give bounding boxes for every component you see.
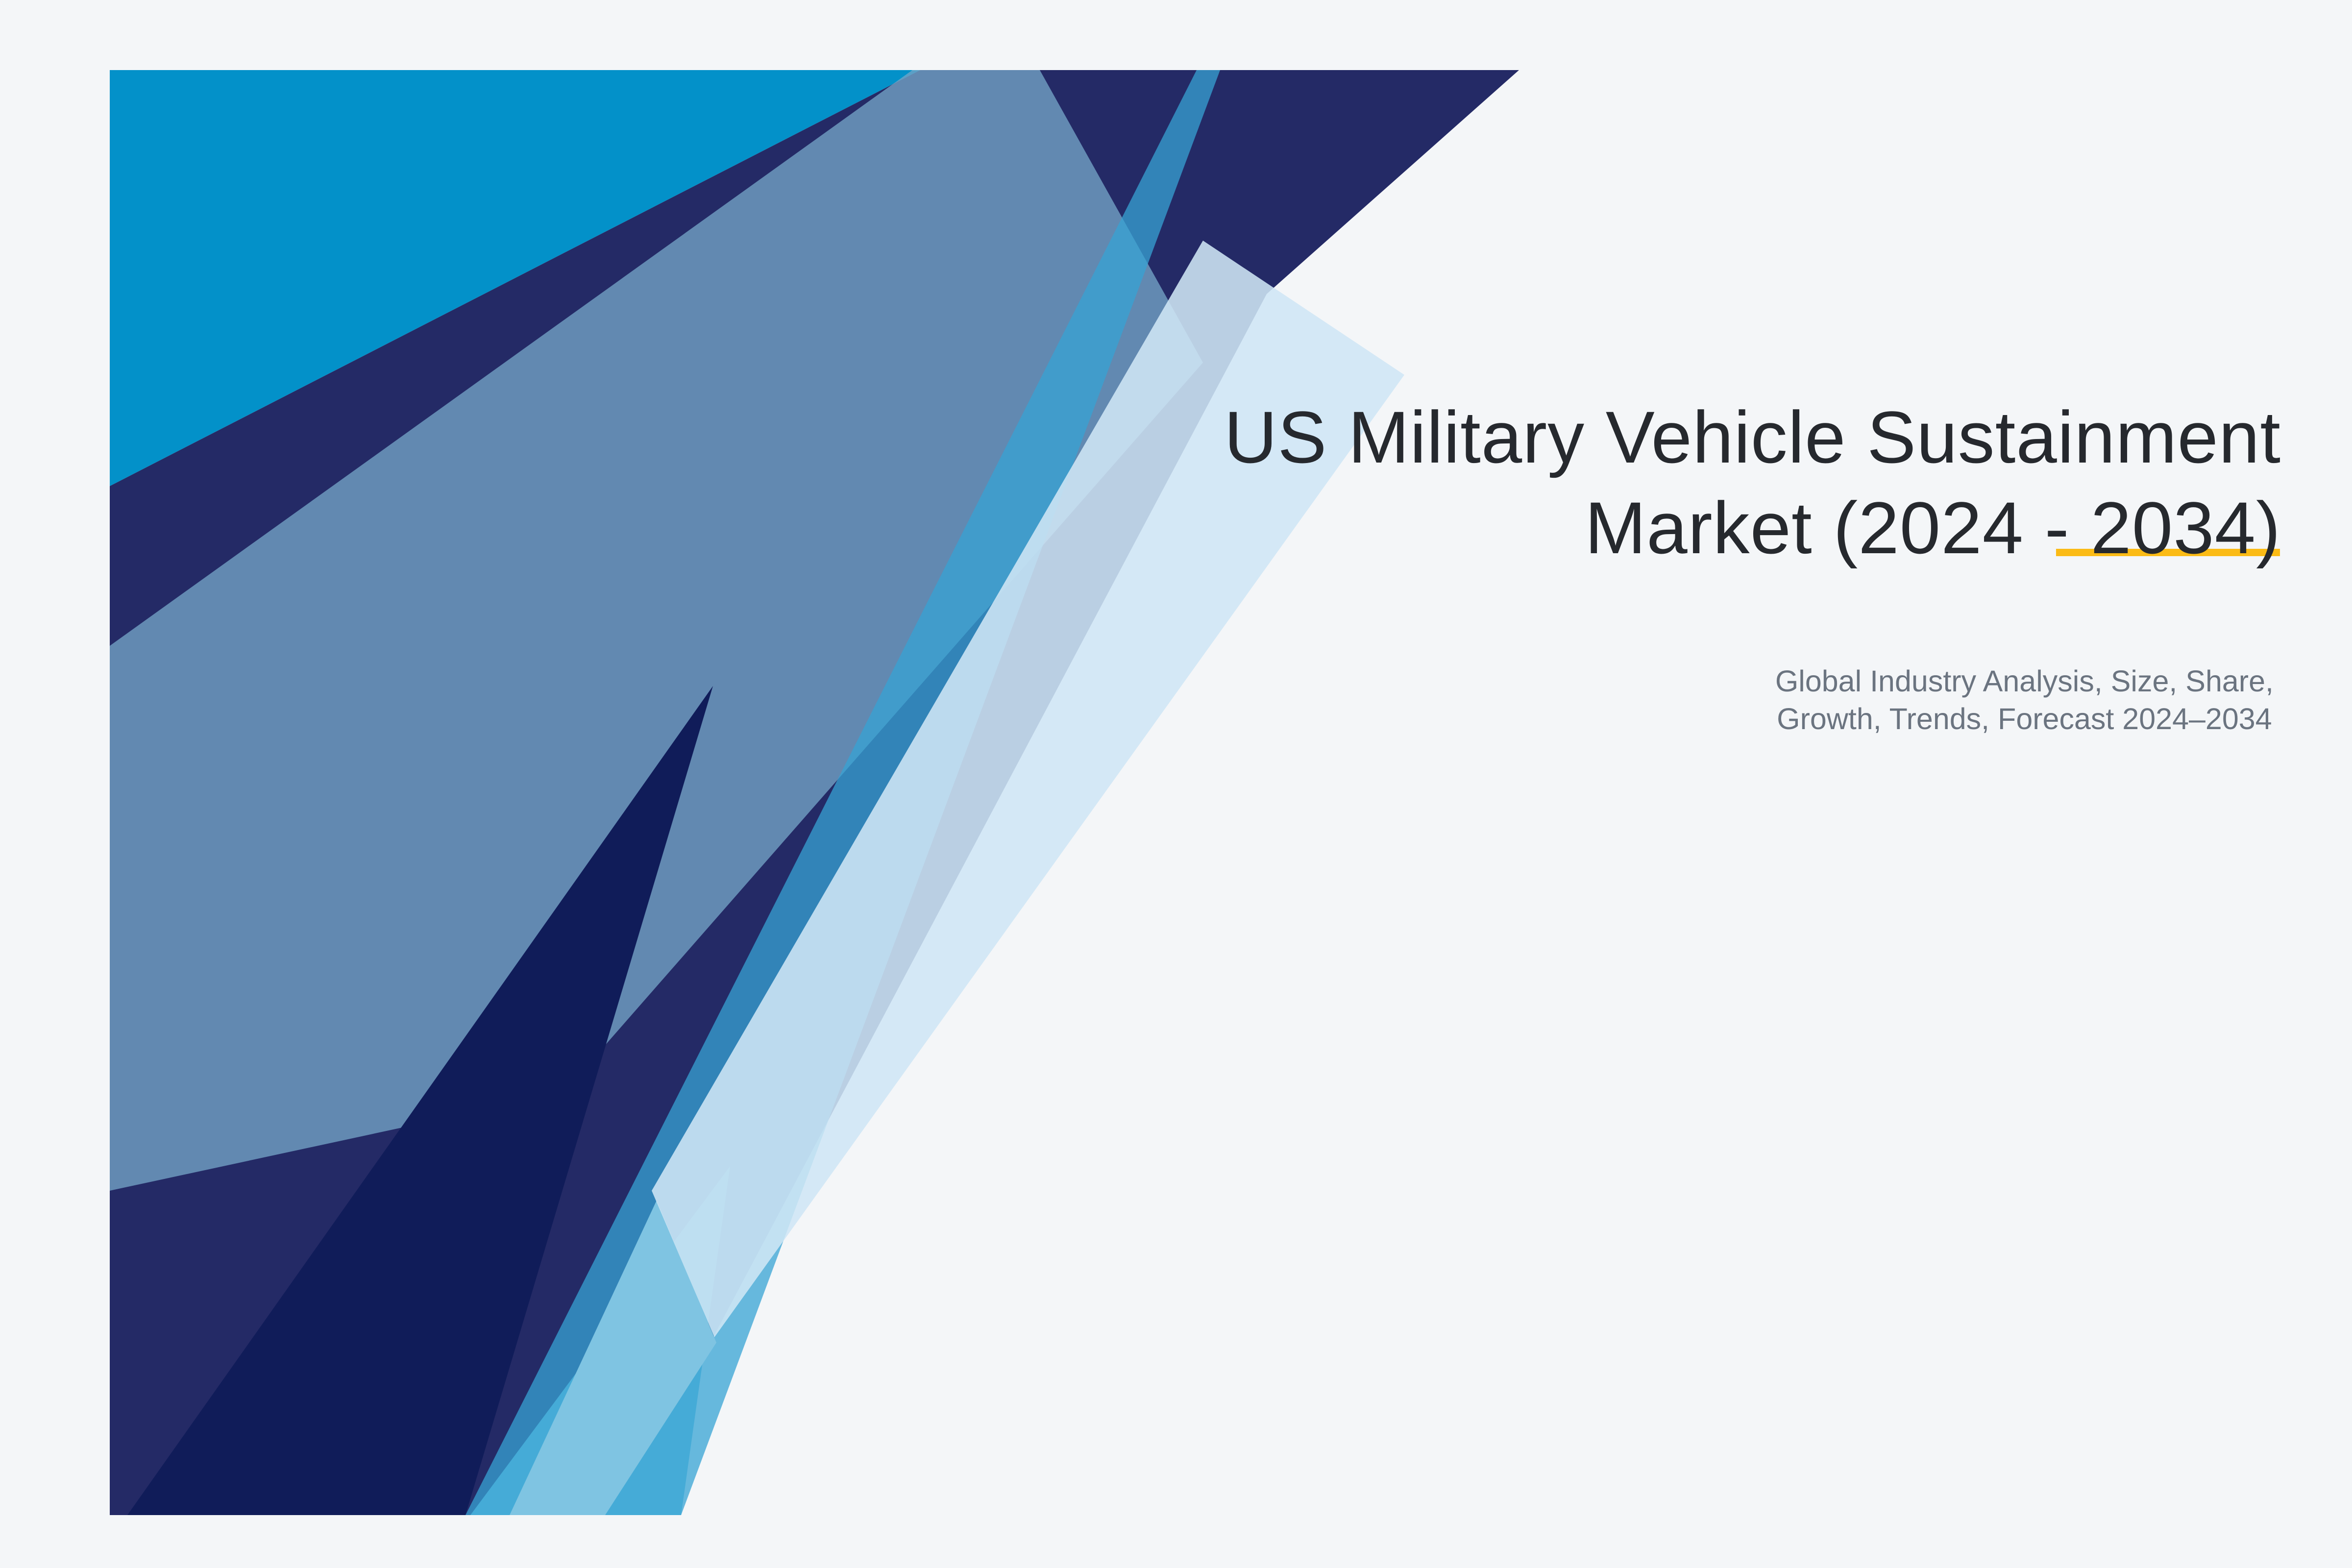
subtitle-block: Global Industry Analysis, Size, Share, G… xyxy=(1775,662,2274,738)
subtitle-line2: Growth, Trends, Forecast 2024–2034 xyxy=(1777,702,2272,735)
title-line1: US Military Vehicle Sustainment xyxy=(1224,396,2281,478)
title-highlighted-year: 2034) xyxy=(2090,487,2281,569)
slate-overlay-quad xyxy=(110,70,1203,1191)
dark-navy-triangle xyxy=(127,686,713,1515)
pale-blue-quad xyxy=(652,241,1404,1337)
title-line2-highlight-text: 2034) xyxy=(2090,487,2281,569)
title-line2-prefix: Market (2024 - xyxy=(1585,487,2091,569)
title-block: US Military Vehicle Sustainment Market (… xyxy=(1224,392,2281,573)
page-title: US Military Vehicle Sustainment Market (… xyxy=(1224,392,2281,573)
sky-spike-triangle xyxy=(466,70,1220,1515)
subtitle-line1: Global Industry Analysis, Size, Share, xyxy=(1775,664,2274,698)
light-band-wedge xyxy=(510,1200,716,1515)
title-line2: Market (2024 - 2034) xyxy=(1585,487,2281,569)
